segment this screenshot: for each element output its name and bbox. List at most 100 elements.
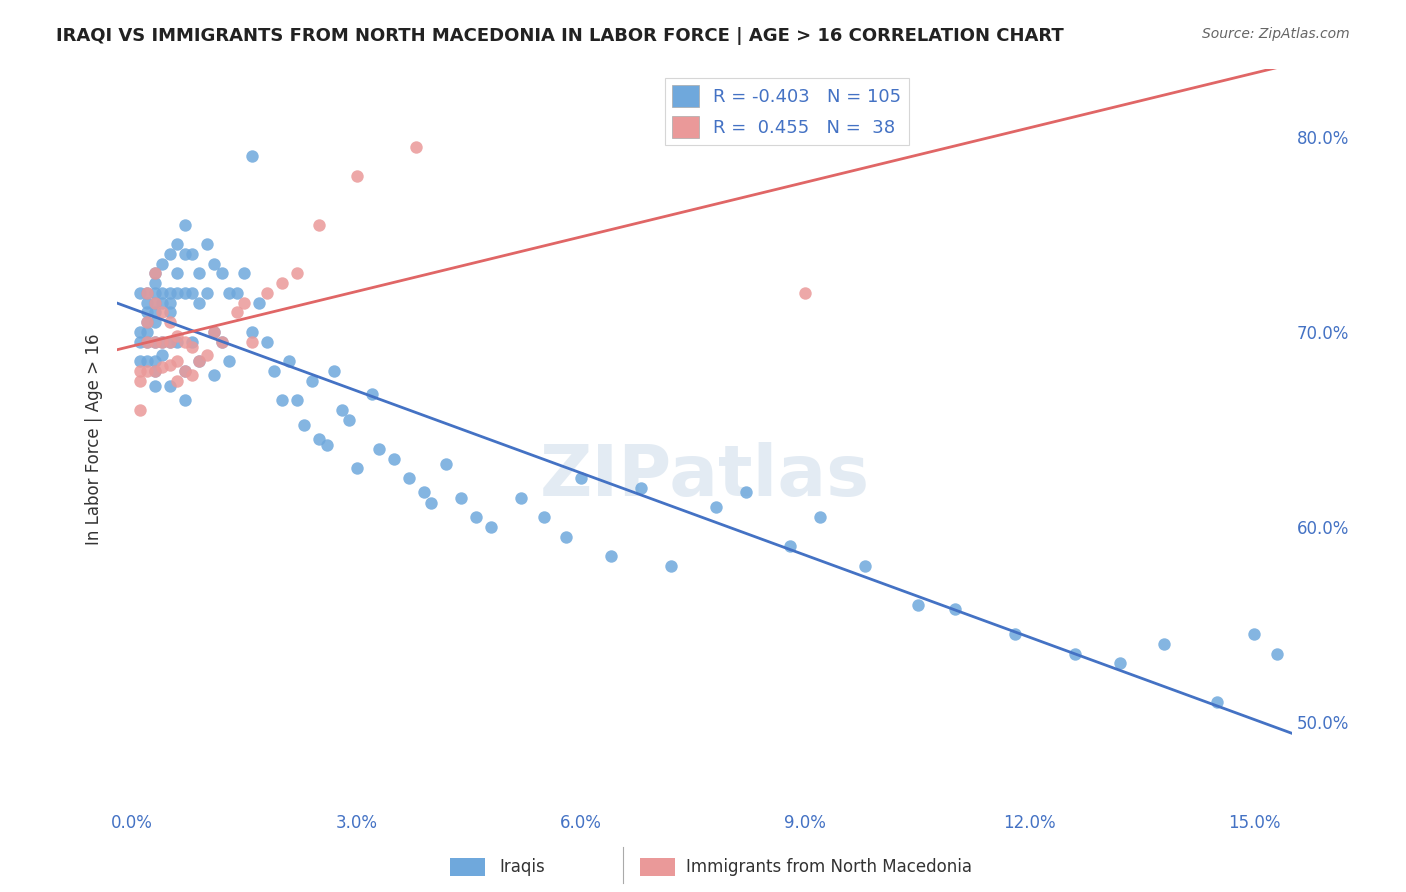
Point (128, 325, 150, 339)
Point (150, 256, 173, 270)
Point (143, 315, 166, 329)
Point (159, 379, 181, 393)
Point (150, 334, 173, 349)
Point (159, 247, 181, 261)
Point (159, 315, 181, 329)
Legend: R = -0.403   N = 105, R =  0.455   N =  38: R = -0.403 N = 105, R = 0.455 N = 38 (665, 78, 908, 145)
Point (143, 334, 166, 349)
Point (420, 496, 443, 510)
Point (211, 266, 233, 280)
Point (143, 305, 166, 319)
Point (630, 481, 652, 495)
Point (247, 295, 270, 310)
Point (233, 266, 256, 280)
Point (166, 285, 188, 300)
Point (204, 256, 226, 270)
Point (188, 354, 211, 368)
Point (412, 484, 434, 499)
Point (599, 549, 621, 563)
Point (301, 374, 323, 388)
Point (434, 458, 457, 472)
Text: ZIPatlas: ZIPatlas (540, 442, 869, 510)
Point (136, 334, 159, 349)
Point (450, 491, 472, 505)
Point (128, 374, 150, 388)
Point (188, 266, 211, 280)
Point (225, 285, 247, 300)
Point (382, 451, 405, 466)
Point (143, 295, 166, 310)
Point (173, 392, 195, 407)
Point (510, 491, 533, 505)
Text: Immigrants from North Macedonia: Immigrants from North Macedonia (686, 858, 972, 876)
Point (360, 387, 382, 401)
Point (1108, 657, 1130, 671)
Point (278, 354, 301, 368)
Point (704, 500, 727, 515)
Point (136, 295, 159, 310)
Point (204, 325, 226, 339)
Point (159, 334, 181, 349)
Point (240, 334, 263, 349)
Point (330, 402, 353, 417)
Point (150, 348, 173, 362)
Point (398, 471, 420, 485)
Point (256, 285, 278, 300)
Point (173, 218, 195, 232)
Point (143, 266, 166, 280)
Point (211, 334, 233, 349)
Point (143, 364, 166, 378)
Point (204, 325, 226, 339)
Point (159, 305, 181, 319)
Point (263, 364, 285, 378)
Point (143, 364, 166, 378)
Point (323, 364, 346, 378)
Point (173, 334, 195, 349)
Point (143, 295, 166, 310)
Point (173, 247, 195, 261)
Point (195, 237, 218, 252)
Point (166, 266, 188, 280)
Point (159, 295, 181, 310)
Point (211, 334, 233, 349)
Point (128, 285, 150, 300)
Point (150, 285, 173, 300)
Point (808, 510, 831, 524)
Point (233, 295, 256, 310)
Point (181, 247, 204, 261)
Point (128, 354, 150, 368)
Point (166, 354, 188, 368)
Point (195, 285, 218, 300)
Point (143, 266, 166, 280)
Point (136, 315, 159, 329)
Point (479, 520, 502, 534)
Point (143, 285, 166, 300)
Point (1063, 647, 1085, 661)
Point (143, 354, 166, 368)
Point (136, 285, 159, 300)
Point (188, 354, 211, 368)
Point (1265, 647, 1288, 661)
Point (136, 315, 159, 329)
Point (285, 392, 308, 407)
Point (368, 442, 391, 456)
Point (173, 364, 195, 378)
Point (181, 285, 204, 300)
Point (315, 438, 337, 452)
Point (128, 334, 150, 349)
Point (143, 276, 166, 290)
Point (150, 305, 173, 319)
Point (166, 237, 188, 252)
Point (555, 529, 578, 543)
Point (136, 325, 159, 339)
Text: Iraqis: Iraqis (499, 858, 546, 876)
Text: Source: ZipAtlas.com: Source: ZipAtlas.com (1202, 27, 1350, 41)
Point (659, 558, 682, 573)
Point (256, 334, 278, 349)
Point (779, 539, 801, 553)
Point (465, 510, 488, 524)
Point (1004, 627, 1026, 641)
Point (270, 276, 292, 290)
Point (943, 601, 966, 615)
Point (405, 139, 427, 153)
